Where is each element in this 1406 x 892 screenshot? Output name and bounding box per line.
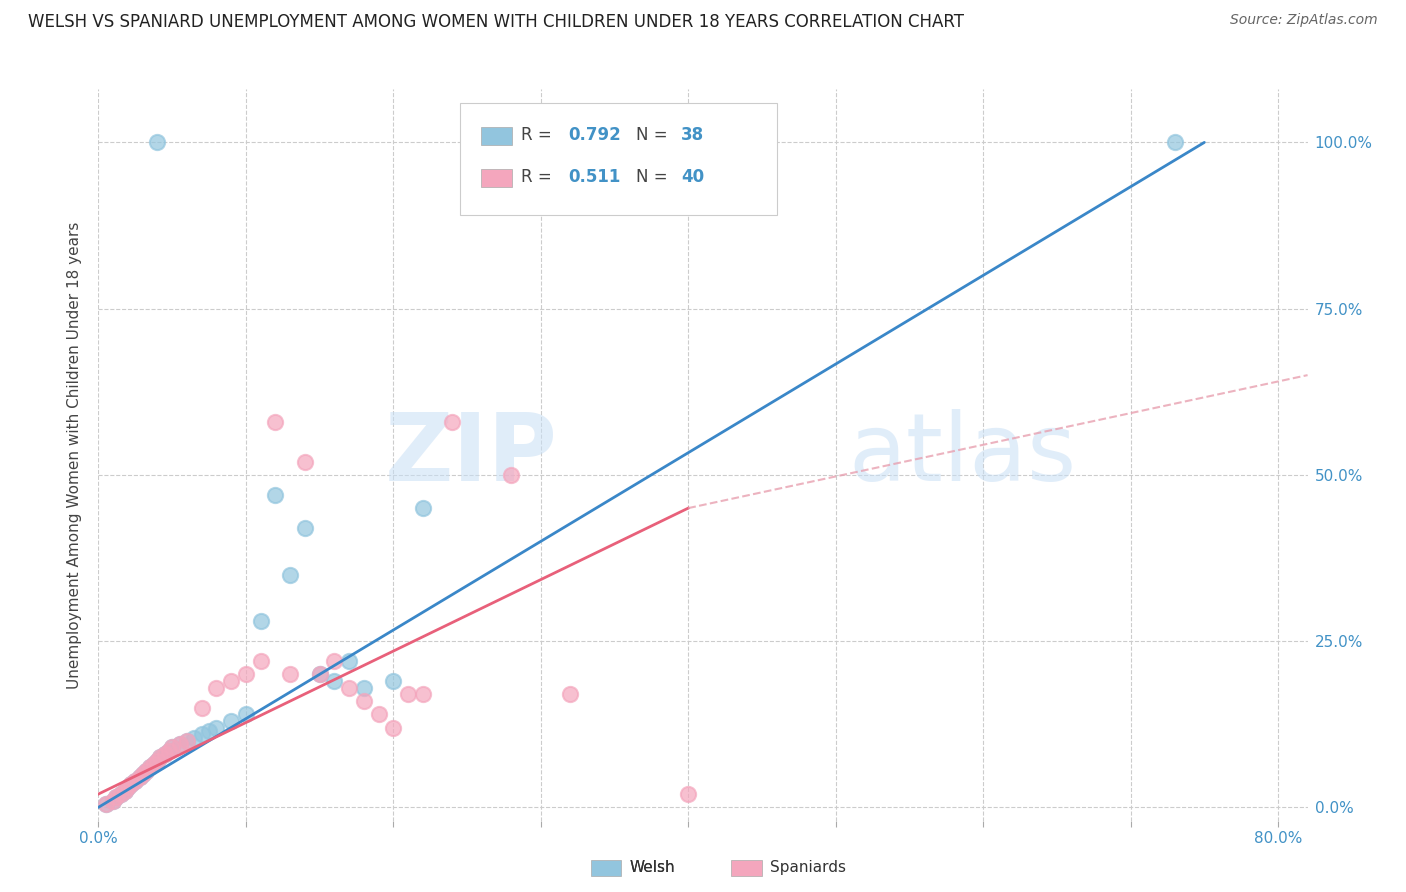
Point bbox=[412, 687, 434, 701]
Point bbox=[110, 787, 132, 801]
Text: Welsh: Welsh bbox=[630, 860, 675, 874]
Point bbox=[235, 667, 257, 681]
Point bbox=[337, 654, 360, 668]
Point bbox=[323, 673, 346, 688]
Point bbox=[219, 673, 242, 688]
Point bbox=[146, 136, 169, 150]
Point bbox=[135, 764, 157, 778]
Point bbox=[183, 731, 205, 745]
Text: WELSH VS SPANIARD UNEMPLOYMENT AMONG WOMEN WITH CHILDREN UNDER 18 YEARS CORRELAT: WELSH VS SPANIARD UNEMPLOYMENT AMONG WOM… bbox=[28, 13, 965, 31]
Point bbox=[176, 734, 198, 748]
Point bbox=[101, 794, 124, 808]
Point bbox=[205, 681, 228, 695]
Point bbox=[160, 740, 183, 755]
Point bbox=[337, 681, 360, 695]
Text: 40: 40 bbox=[681, 168, 704, 186]
Point bbox=[382, 673, 405, 688]
Point bbox=[131, 767, 153, 781]
Point bbox=[153, 747, 176, 761]
Point bbox=[139, 760, 162, 774]
Point bbox=[198, 723, 221, 738]
Point bbox=[128, 771, 150, 785]
Point bbox=[157, 744, 180, 758]
Point bbox=[105, 790, 128, 805]
Point bbox=[128, 771, 150, 785]
Point bbox=[308, 667, 330, 681]
Text: N =: N = bbox=[636, 126, 673, 145]
Point bbox=[367, 707, 389, 722]
Point bbox=[441, 415, 464, 429]
Point bbox=[308, 667, 330, 681]
Point bbox=[1164, 136, 1187, 150]
Point bbox=[169, 737, 191, 751]
Text: ZIP: ZIP bbox=[385, 409, 558, 501]
Point bbox=[110, 787, 132, 801]
Point bbox=[160, 740, 183, 755]
Point bbox=[124, 773, 146, 788]
Point bbox=[412, 501, 434, 516]
Text: N =: N = bbox=[636, 168, 673, 186]
Point bbox=[278, 567, 301, 582]
Point bbox=[235, 707, 257, 722]
Point bbox=[169, 737, 191, 751]
Point bbox=[105, 790, 128, 805]
Point bbox=[249, 654, 271, 668]
Point bbox=[153, 747, 176, 761]
Point bbox=[143, 757, 166, 772]
Point bbox=[117, 780, 139, 795]
Text: Welsh: Welsh bbox=[630, 860, 675, 874]
Text: 0.511: 0.511 bbox=[568, 168, 621, 186]
Point bbox=[149, 750, 172, 764]
Y-axis label: Unemployment Among Women with Children Under 18 years: Unemployment Among Women with Children U… bbox=[67, 221, 83, 689]
Text: R =: R = bbox=[520, 168, 557, 186]
Point bbox=[149, 750, 172, 764]
Point bbox=[294, 521, 316, 535]
Point bbox=[382, 721, 405, 735]
Point bbox=[219, 714, 242, 728]
Point bbox=[157, 744, 180, 758]
Point bbox=[146, 754, 169, 768]
Text: 38: 38 bbox=[681, 126, 704, 145]
Point bbox=[190, 700, 212, 714]
Text: R =: R = bbox=[520, 126, 557, 145]
Point bbox=[560, 687, 582, 701]
Text: 0.792: 0.792 bbox=[568, 126, 621, 145]
Point bbox=[264, 415, 287, 429]
Point bbox=[294, 454, 316, 468]
Point bbox=[323, 654, 346, 668]
Point bbox=[114, 783, 136, 797]
Point bbox=[94, 797, 117, 811]
Point bbox=[396, 687, 419, 701]
Point bbox=[124, 773, 146, 788]
Point bbox=[249, 614, 271, 628]
Point bbox=[114, 783, 136, 797]
Point bbox=[205, 721, 228, 735]
Point bbox=[353, 694, 375, 708]
Point bbox=[678, 787, 700, 801]
Point bbox=[131, 767, 153, 781]
Point bbox=[264, 488, 287, 502]
Point bbox=[117, 780, 139, 795]
Text: atlas: atlas bbox=[848, 409, 1077, 501]
Text: Source: ZipAtlas.com: Source: ZipAtlas.com bbox=[1230, 13, 1378, 28]
Text: Spaniards: Spaniards bbox=[770, 860, 846, 874]
Point bbox=[278, 667, 301, 681]
Point bbox=[353, 681, 375, 695]
Point bbox=[176, 734, 198, 748]
Point bbox=[143, 757, 166, 772]
Point bbox=[120, 777, 142, 791]
Point bbox=[146, 754, 169, 768]
Point bbox=[135, 764, 157, 778]
Point bbox=[139, 760, 162, 774]
Point bbox=[94, 797, 117, 811]
Point bbox=[120, 777, 142, 791]
Point bbox=[501, 467, 523, 482]
Point bbox=[101, 794, 124, 808]
Point bbox=[190, 727, 212, 741]
